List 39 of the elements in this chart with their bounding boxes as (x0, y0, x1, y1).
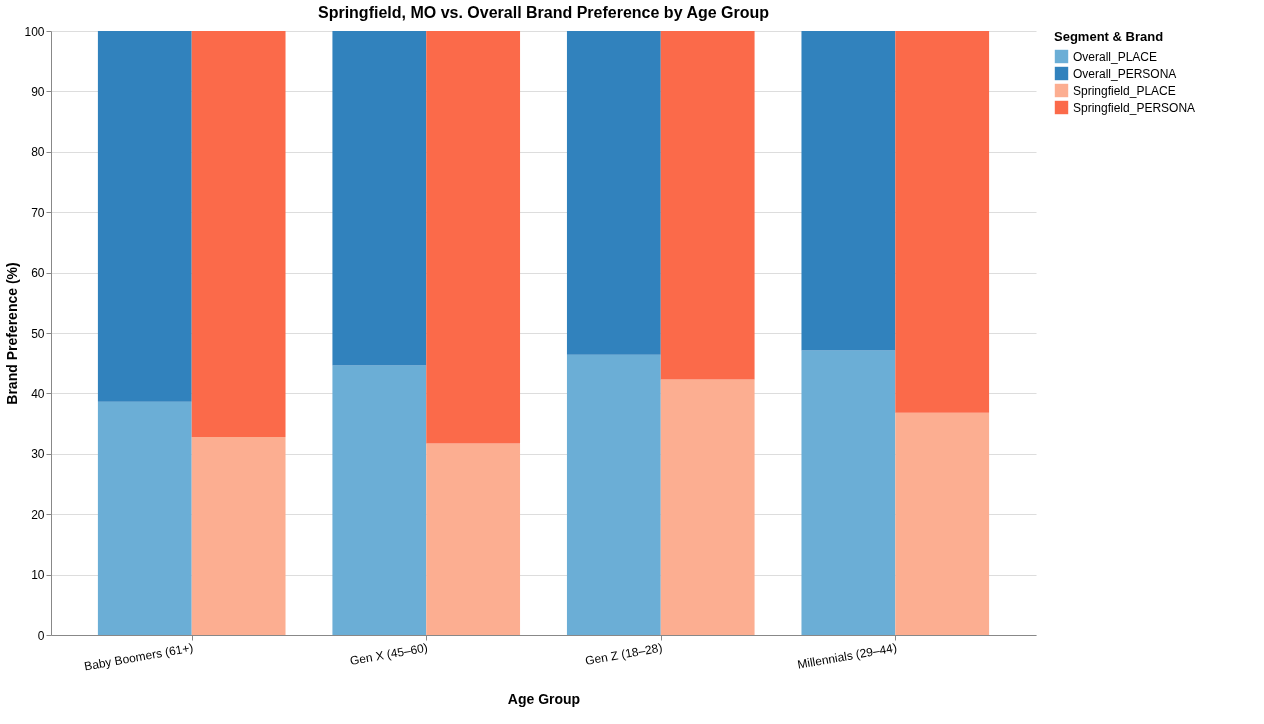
y-tick-label: 30 (31, 447, 45, 462)
x-tick-label: Millennials (29–44) (796, 640, 898, 672)
y-axis-title: Brand Preference (%) (4, 262, 21, 405)
bar (895, 412, 990, 635)
bar (801, 31, 896, 351)
y-tick-label: 50 (31, 326, 45, 341)
y-tick-label: 90 (31, 84, 45, 99)
y-tick-label: 10 (31, 568, 45, 583)
bar (660, 31, 755, 380)
y-tick-label: 0 (37, 628, 45, 643)
legend-label: Springfield_PERSONA (1073, 100, 1196, 115)
chart-title: Springfield, MO vs. Overall Brand Preference by Age Group (317, 4, 770, 21)
bar (332, 365, 427, 635)
legend-label: Springfield_PLACE (1073, 83, 1176, 98)
bar (566, 354, 661, 635)
y-tick-label: 60 (31, 266, 45, 281)
bar (660, 379, 755, 635)
x-tick-label: Gen X (45–60) (348, 640, 429, 668)
y-tick-label: 20 (31, 507, 45, 522)
bar (426, 443, 521, 635)
x-tick-label: Gen Z (18–28) (584, 640, 664, 668)
x-axis-title: Age Group (507, 690, 581, 707)
bar (426, 31, 521, 444)
y-tick-label: 100 (24, 24, 45, 39)
y-tick-label: 80 (31, 145, 45, 160)
bar (191, 436, 286, 635)
bar (566, 31, 661, 355)
legend-label: Overall_PLACE (1073, 49, 1158, 64)
x-tick-label: Baby Boomers (61+) (83, 640, 195, 674)
y-tick-label: 40 (31, 386, 45, 401)
bar (97, 401, 192, 635)
bar (801, 350, 896, 635)
bar (332, 31, 427, 366)
bar (97, 31, 192, 402)
bar (191, 31, 286, 437)
bar (895, 31, 990, 413)
legend-label: Overall_PERSONA (1073, 66, 1177, 81)
legend-title: Segment & Brand (1054, 29, 1164, 44)
y-tick-label: 70 (31, 205, 45, 220)
